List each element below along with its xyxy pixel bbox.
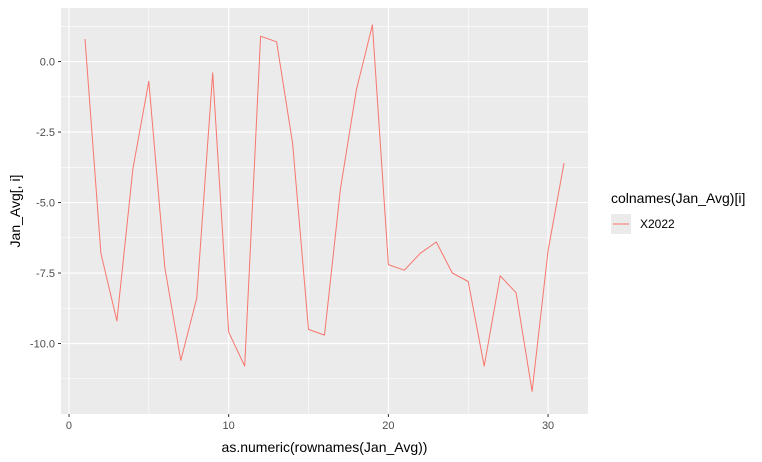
x-tick-label: 30 xyxy=(542,420,554,432)
y-tick-label: 0.0 xyxy=(40,57,55,69)
x-tick-label: 0 xyxy=(66,420,72,432)
y-axis: 0.0 -2.5 -5.0 -7.5 -10.0 xyxy=(30,57,61,351)
y-axis-title: Jan_Avg[, i] xyxy=(7,175,23,248)
series-line-x2022 xyxy=(84,24,565,392)
panel-background xyxy=(61,8,588,414)
y-tick-label: -10.0 xyxy=(30,339,55,351)
legend-label-x2022: X2022 xyxy=(640,217,675,231)
y-tick-label: -5.0 xyxy=(36,198,55,210)
y-tick-label: -7.5 xyxy=(36,268,55,280)
x-tick-label: 20 xyxy=(382,420,394,432)
legend: colnames(Jan_Avg)[i] X2022 xyxy=(611,190,745,234)
x-tick-label: 10 xyxy=(223,420,235,432)
major-gridlines xyxy=(61,8,588,414)
minor-gridlines xyxy=(61,8,588,414)
x-axis-title: as.numeric(rownames(Jan_Avg)) xyxy=(222,439,428,455)
legend-title: colnames(Jan_Avg)[i] xyxy=(611,190,745,206)
series-layer xyxy=(84,24,565,392)
y-tick-label: -2.5 xyxy=(36,127,55,139)
x-axis: 0 10 20 30 xyxy=(66,414,554,432)
